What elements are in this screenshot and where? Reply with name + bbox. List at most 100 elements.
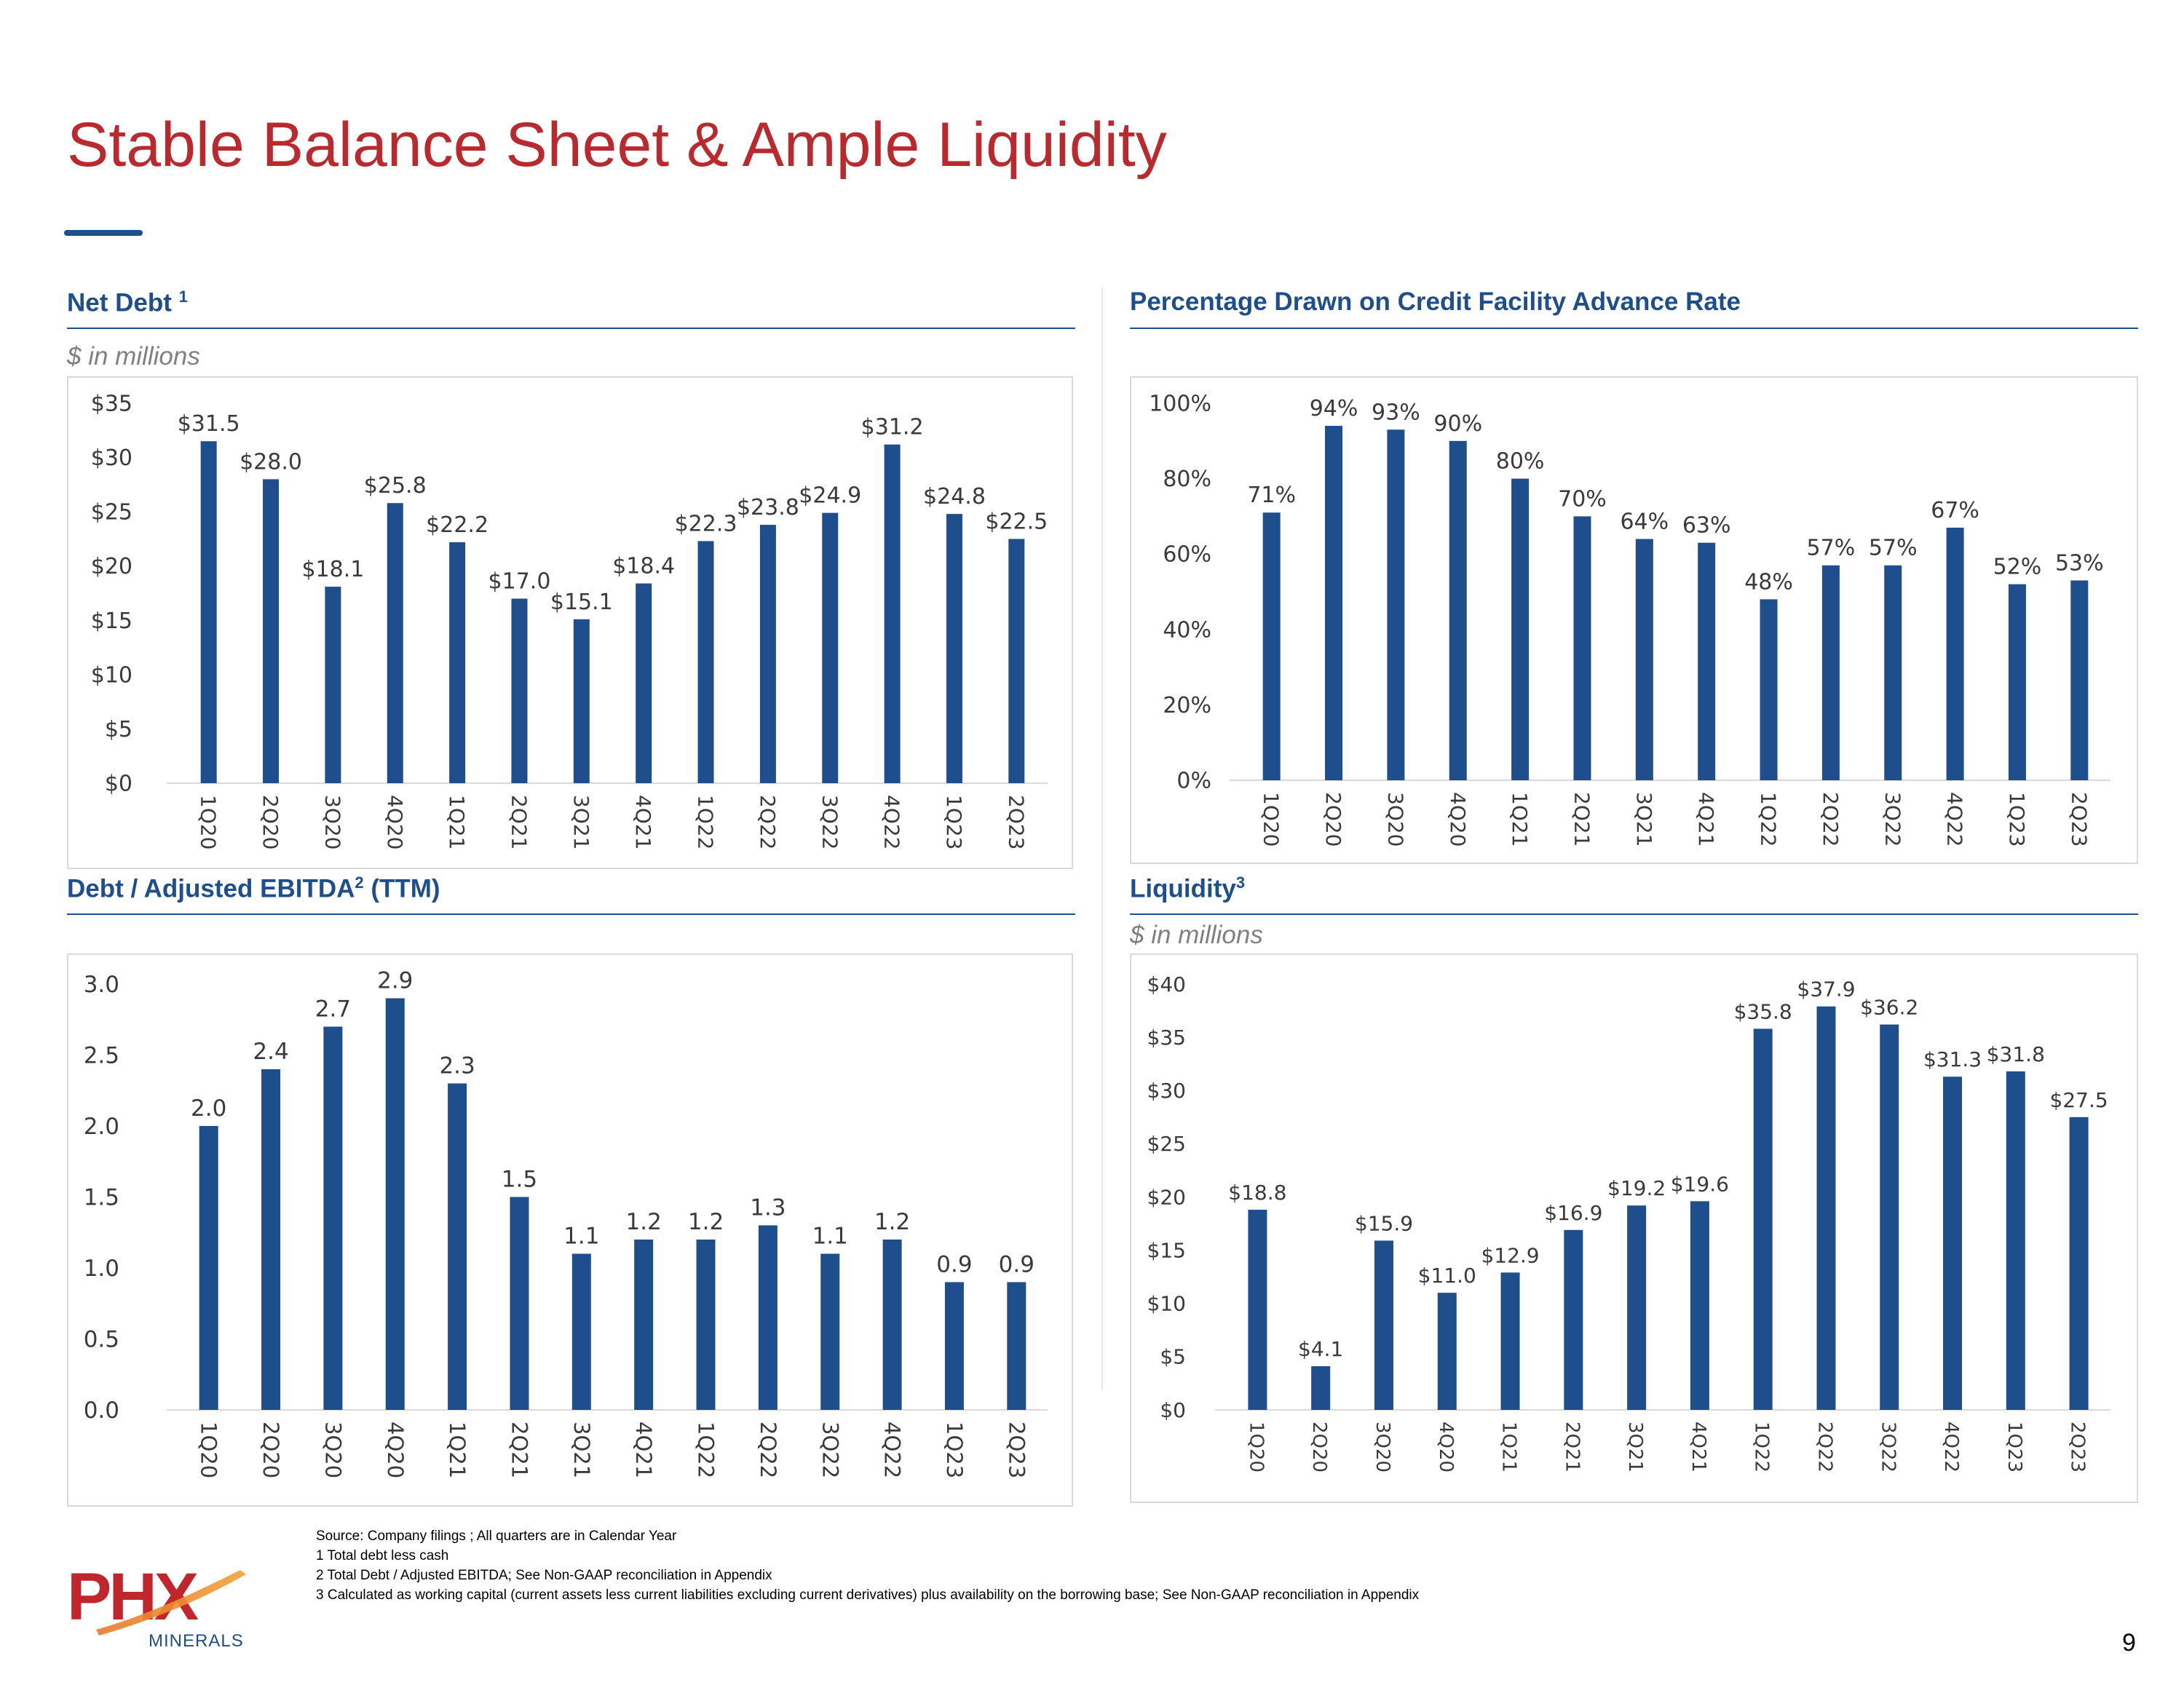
liquidity-chart-svg: $0 $5 $10 $15 $20 $25 $30 $35 $40 $18.8 1Q20 $4.1 2Q… [1147,972,2110,1472]
x-tick-label-2Q22: 2Q22 [756,1422,780,1478]
y-tick-label: 1.0 [84,1256,119,1282]
data-label-4Q21: $19.6 [1671,1172,1729,1196]
title-accent-bar [64,230,143,236]
y-tick-label: 100% [1149,392,1211,417]
data-label-1Q22: $22.3 [675,511,737,536]
x-tick-label-3Q22: 3Q22 [818,1422,842,1478]
y-tick-label: 0.0 [84,1397,119,1424]
bar-3Q20 [1374,1240,1393,1410]
x-tick-label-2Q22: 2Q22 [1813,1422,1835,1472]
net-debt-unit: $ in millions [67,342,200,370]
x-tick-label-2Q23: 2Q23 [2067,792,2091,847]
y-tick-label: 3.0 [84,972,119,998]
x-tick-label-3Q20: 3Q20 [1383,792,1407,847]
data-label-4Q21: 63% [1682,513,1731,539]
y-tick-label: $30 [91,445,132,471]
footnote-2: 2 Total Debt / Adjusted EBITDA; See Non-… [316,1568,772,1583]
x-tick-label-1Q20: 1Q20 [197,795,221,849]
footnote-1: 1 Total debt less cash [316,1548,449,1563]
column-divider [1101,288,1103,1390]
data-label-2Q21: $17.0 [488,568,551,594]
bar-1Q21 [449,542,466,783]
bar-3Q22 [820,1253,840,1410]
x-tick-label-1Q20: 1Q20 [197,1422,221,1478]
bar-1Q22 [1753,1028,1773,1410]
data-label-1Q20: $31.5 [178,411,240,437]
logo-subtitle: MINERALS [149,1631,244,1650]
debt-ebitda-heading: Debt / Adjusted EBITDA2 (TTM) [67,873,440,904]
bar-4Q20 [387,503,403,783]
bar-4Q21 [634,1240,654,1410]
y-tick-label: 60% [1163,542,1211,568]
x-tick-label-4Q21: 4Q21 [1694,792,1718,847]
data-label-3Q21: 64% [1620,509,1669,534]
liquidity-footnote-ref: 3 [1235,873,1246,892]
x-tick-label-4Q20: 4Q20 [1435,1422,1457,1472]
bar-3Q20 [323,1026,343,1410]
data-label-3Q20: $15.9 [1355,1211,1413,1235]
data-label-2Q21: 1.5 [502,1167,537,1193]
x-tick-label-2Q20: 2Q20 [1308,1422,1330,1472]
data-label-1Q23: 52% [1993,555,2042,580]
debt-ebitda-chart: 0.0 0.5 1.0 1.5 2.0 2.5 3.0 2.0 1Q20 2.4 2Q20 2.7 3Q… [67,953,1073,1507]
bar-2Q20 [261,1069,281,1410]
bar-2Q23 [1008,539,1025,783]
y-tick-label: $15 [91,608,132,634]
y-tick-label: 0.5 [84,1326,119,1352]
pct-drawn-chart-svg: 0% 20% 40% 60% 80% 100% 71% 1Q20 94% 2Q20 93% 3Q20 9… [1149,392,2110,847]
data-label-4Q20: $11.0 [1418,1264,1476,1288]
bar-1Q20 [199,1126,218,1410]
bar-4Q20 [1449,440,1467,780]
bar-3Q20 [1387,429,1405,780]
data-label-4Q22: 67% [1931,498,1979,523]
x-tick-label-2Q22: 2Q22 [756,795,780,849]
bar-1Q22 [696,1240,716,1410]
x-tick-label-2Q23: 2Q23 [1004,795,1028,849]
data-label-3Q21: $19.2 [1607,1176,1666,1200]
data-label-2Q23: 53% [2055,550,2104,576]
footnote-3: 3 Calculated as working capital (current… [316,1587,1420,1603]
bar-3Q20 [325,587,341,783]
net-debt-heading: Net Debt 1 [67,288,188,318]
footnotes: Source: Company filings ; All quarters a… [316,1526,1419,1605]
x-tick-label-1Q23: 1Q23 [2005,792,2029,847]
y-tick-label: $25 [91,500,132,526]
pct-drawn-chart: 0% 20% 40% 60% 80% 100% 71% 1Q20 94% 2Q20 93% 3Q20 9… [1130,376,2138,864]
x-tick-label-4Q21: 4Q21 [631,1422,656,1478]
x-tick-label-1Q21: 1Q21 [445,795,469,849]
x-tick-label-2Q21: 2Q21 [507,1422,531,1478]
data-label-2Q21: 70% [1558,486,1607,512]
bar-4Q22 [884,444,901,783]
x-tick-label-3Q21: 3Q21 [1632,792,1656,847]
y-tick-label: $0 [1160,1398,1186,1422]
x-tick-label-2Q21: 2Q21 [507,795,531,849]
pct-drawn-heading: Percentage Drawn on Credit Facility Adva… [1130,288,1741,317]
bar-4Q21 [1690,1201,1709,1410]
data-label-4Q21: 1.2 [626,1209,662,1235]
x-tick-label-3Q22: 3Q22 [1877,1422,1899,1472]
x-tick-label-3Q21: 3Q21 [569,795,593,849]
data-label-2Q22: 1.3 [750,1195,786,1221]
y-tick-label: $5 [105,717,132,742]
bar-2Q20 [263,479,280,783]
phx-minerals-logo: PHX MINERALS [67,1563,246,1650]
data-label-4Q22: 1.2 [874,1209,910,1235]
data-label-2Q20: $28.0 [240,449,302,475]
data-label-4Q22: $31.2 [861,415,924,440]
data-label-2Q21: $16.9 [1544,1201,1602,1225]
bar-4Q20 [1437,1293,1457,1410]
x-tick-label-3Q20: 3Q20 [320,1422,345,1478]
logo-swoosh [96,1570,246,1636]
debt-ebitda-title: Debt / Adjusted EBITDA [67,874,355,903]
x-tick-label-4Q21: 4Q21 [631,795,655,849]
data-label-2Q20: $4.1 [1298,1337,1343,1361]
data-label-2Q22: $37.9 [1797,978,1855,1002]
data-label-2Q23: 0.9 [999,1252,1034,1278]
pct-drawn-rule [1130,328,2138,329]
y-tick-label: 2.5 [84,1042,119,1069]
y-tick-label: $25 [1147,1132,1186,1156]
footnote-source: Source: Company filings ; All quarters a… [316,1529,677,1544]
bar-3Q21 [573,619,590,783]
data-label-3Q20: 2.7 [315,996,351,1023]
x-tick-label-4Q20: 4Q20 [1446,792,1470,847]
